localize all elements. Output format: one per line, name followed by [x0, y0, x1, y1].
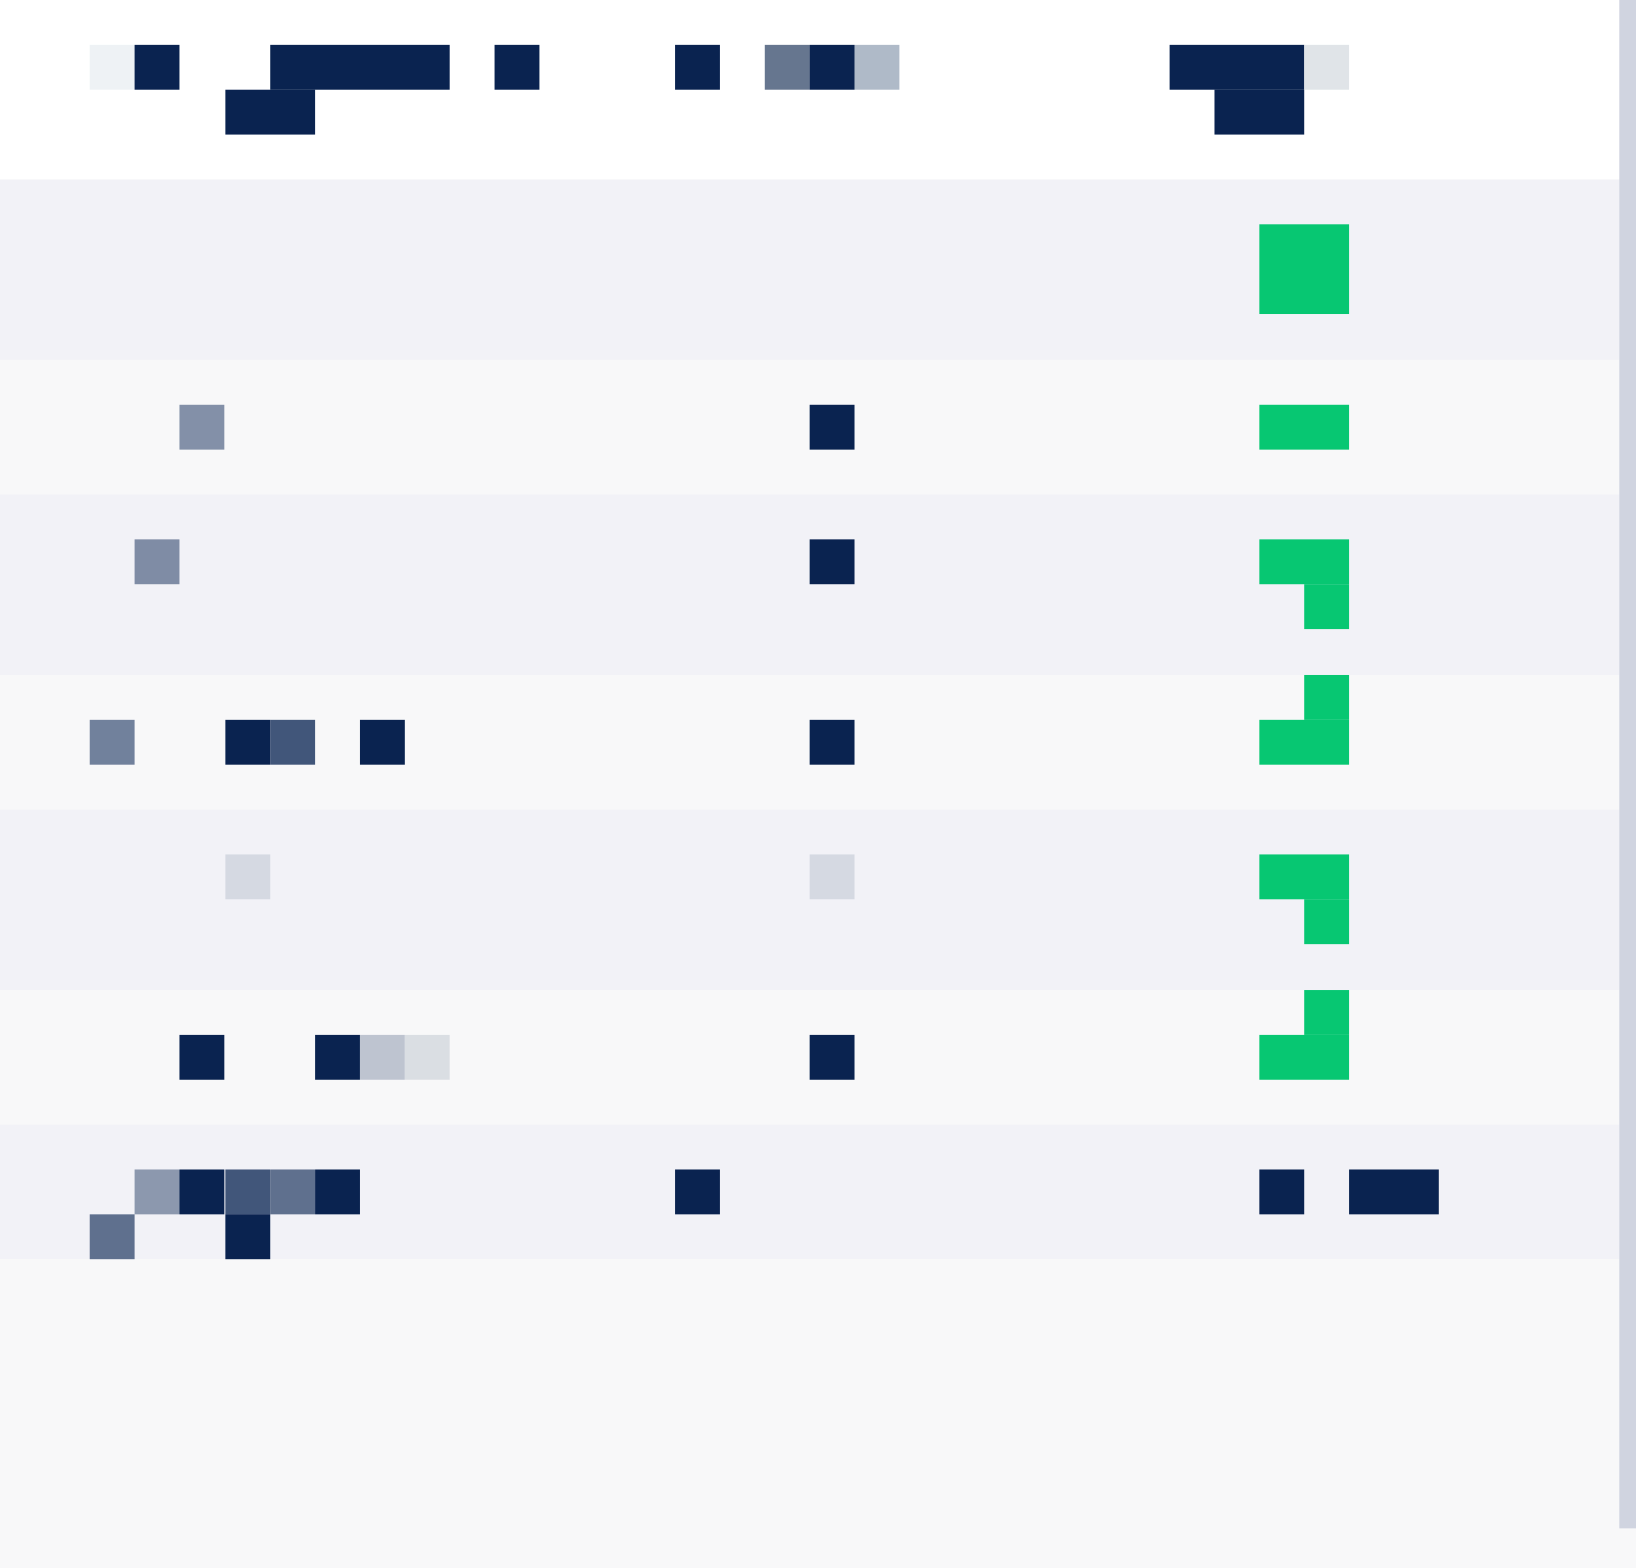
row-cells: [89, 224, 1439, 1260]
pixel: [270, 1169, 316, 1215]
pixel: [809, 719, 855, 765]
pixel: [134, 44, 180, 90]
pixel: [809, 404, 855, 450]
pixel: [89, 1214, 135, 1260]
status-pixel: [1259, 854, 1350, 900]
pixel: [675, 44, 720, 90]
pixel: [179, 1034, 225, 1080]
pixel: [225, 89, 316, 135]
pixel: [89, 44, 135, 90]
pixel: [225, 854, 271, 900]
pixel: [89, 719, 135, 765]
pixel: [1169, 44, 1305, 90]
status-pixel: [1304, 584, 1350, 630]
status-pixel: [1259, 539, 1350, 585]
pixel: [1214, 89, 1305, 135]
status-pixel: [1304, 674, 1350, 720]
pixel: [315, 1034, 360, 1080]
pixel: [675, 1169, 720, 1215]
pixel: [315, 1169, 360, 1215]
status-pixel: [1259, 719, 1350, 765]
status-pixel: [1259, 404, 1350, 450]
pixel: [494, 44, 540, 90]
pixel: [1349, 1169, 1439, 1215]
pixel: [270, 44, 450, 90]
table-row[interactable]: [0, 494, 1620, 675]
pixel: [854, 44, 900, 90]
pixel: [225, 1169, 271, 1215]
pixel: [134, 539, 180, 585]
status-pixel: [1259, 1034, 1350, 1080]
pixel: [404, 1034, 450, 1080]
status-pixel: [1259, 224, 1350, 315]
table-row[interactable]: [0, 179, 1620, 360]
pixel: [359, 1034, 405, 1080]
pixel: [809, 1034, 855, 1080]
header-cells: [89, 44, 1350, 135]
pixel: [809, 44, 855, 90]
empty-area: [0, 1259, 1620, 1568]
table-row[interactable]: [0, 809, 1620, 991]
pixel: [179, 404, 225, 450]
pixel: [359, 719, 405, 765]
status-pixel: [1304, 990, 1350, 1035]
status-pixel: [1304, 899, 1350, 945]
pixel: [1304, 44, 1350, 90]
scrollbar[interactable]: [1619, 0, 1636, 1529]
pixel: [225, 1214, 271, 1260]
pixel: [179, 1169, 225, 1215]
pixel: [1259, 1169, 1305, 1215]
pixel: [225, 719, 271, 765]
pixel: [270, 719, 316, 765]
pixel: [134, 1169, 180, 1215]
pixel: [809, 854, 855, 900]
pixel: [764, 44, 810, 90]
pixel: [809, 539, 855, 585]
